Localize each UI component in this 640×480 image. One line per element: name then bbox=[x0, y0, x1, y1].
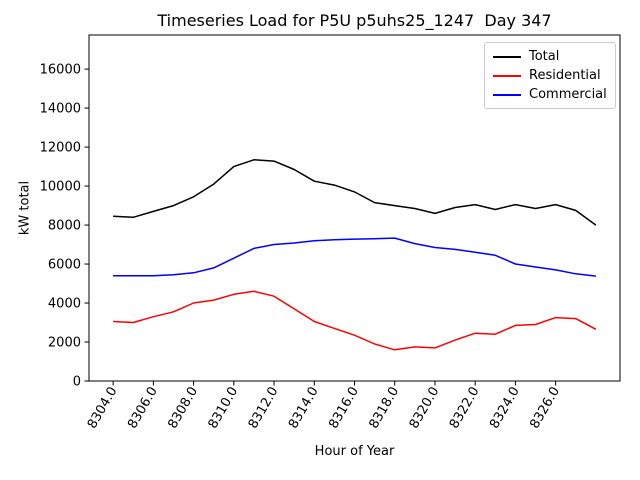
series-line-total bbox=[113, 159, 597, 226]
y-tick-label: 10000 bbox=[40, 180, 81, 195]
x-tick-label: 8312.0 bbox=[246, 385, 282, 432]
series-line-residential bbox=[113, 290, 597, 351]
chart-title: Timeseries Load for P5U p5uhs25_1247 Day… bbox=[157, 11, 552, 30]
y-tick-label: 8000 bbox=[48, 219, 81, 234]
y-tick-label: 14000 bbox=[40, 102, 81, 117]
x-tick-label: 8304.0 bbox=[85, 385, 121, 432]
x-tick-label: 8318.0 bbox=[366, 385, 402, 432]
legend-item-commercial: Commercial bbox=[493, 86, 607, 104]
y-tick-label: 2000 bbox=[48, 336, 81, 351]
x-tick-label: 8306.0 bbox=[125, 385, 161, 432]
legend-item-residential: Residential bbox=[493, 67, 607, 85]
legend-label-commercial: Commercial bbox=[529, 86, 607, 102]
x-tick-label: 8322.0 bbox=[447, 385, 483, 432]
legend-swatch-residential bbox=[493, 74, 521, 77]
y-axis-label: kW total bbox=[17, 180, 33, 236]
y-tick-label: 6000 bbox=[48, 258, 81, 273]
y-tick-label: 12000 bbox=[40, 141, 81, 156]
x-tick-label: 8324.0 bbox=[487, 385, 523, 432]
x-tick-label: 8316.0 bbox=[326, 385, 362, 432]
x-tick-label: 8308.0 bbox=[165, 385, 201, 432]
y-tick-label: 4000 bbox=[48, 297, 81, 312]
legend-item-total: Total bbox=[493, 48, 607, 66]
legend-swatch-total bbox=[493, 55, 521, 58]
y-tick-label: 0 bbox=[73, 375, 81, 390]
x-axis-label: Hour of Year bbox=[314, 444, 395, 459]
y-tick-label: 16000 bbox=[40, 63, 81, 78]
x-tick-label: 8326.0 bbox=[527, 385, 563, 432]
x-tick-label: 8320.0 bbox=[407, 385, 443, 432]
x-tick-label: 8310.0 bbox=[206, 385, 242, 432]
legend-box: Total Residential Commercial bbox=[484, 42, 616, 109]
series-line-commercial bbox=[113, 237, 596, 277]
legend-swatch-commercial bbox=[493, 93, 521, 96]
legend-label-total: Total bbox=[529, 48, 560, 64]
legend-label-residential: Residential bbox=[529, 67, 601, 83]
x-tick-label: 8314.0 bbox=[286, 385, 322, 432]
